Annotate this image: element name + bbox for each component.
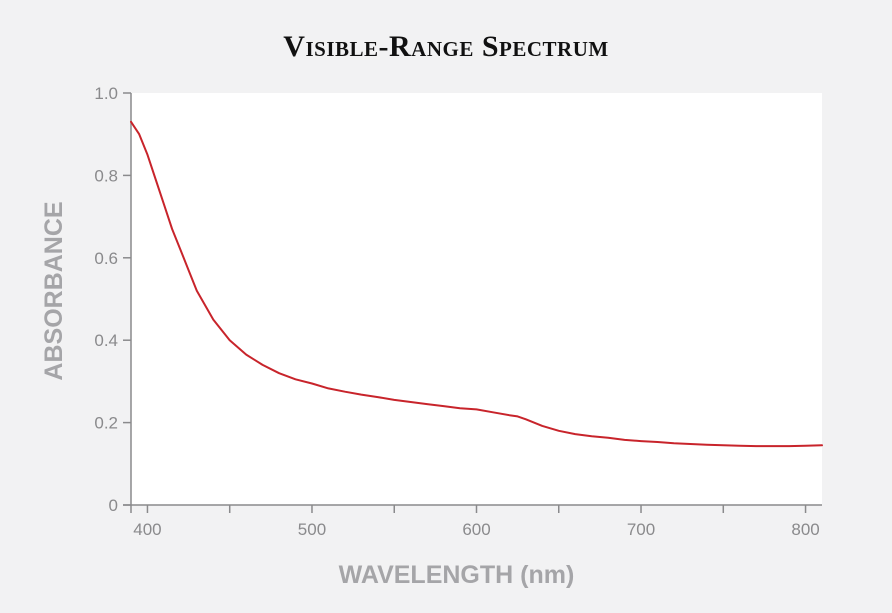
y-tick-label: 0: [109, 496, 118, 515]
chart-title: Visible-Range Spectrum: [283, 30, 609, 63]
y-axis-title: ABSORBANCE: [40, 201, 68, 380]
x-tick-label: 600: [462, 520, 490, 539]
x-tick-label: 700: [627, 520, 655, 539]
x-tick-label: 400: [133, 520, 161, 539]
absorbance-series-line: [130, 120, 823, 448]
y-tick-label: 0.2: [94, 414, 118, 433]
y-tick-label: 0.4: [94, 331, 118, 350]
x-tick-label: 500: [298, 520, 326, 539]
x-axis-title: WAVELENGTH (nm): [339, 561, 575, 589]
y-tick-label: 0.6: [94, 249, 118, 268]
y-tick-label: 1.0: [94, 84, 118, 103]
y-tick-label: 0.8: [94, 166, 118, 185]
x-tick-label: 800: [791, 520, 819, 539]
plot-area: [131, 93, 822, 505]
